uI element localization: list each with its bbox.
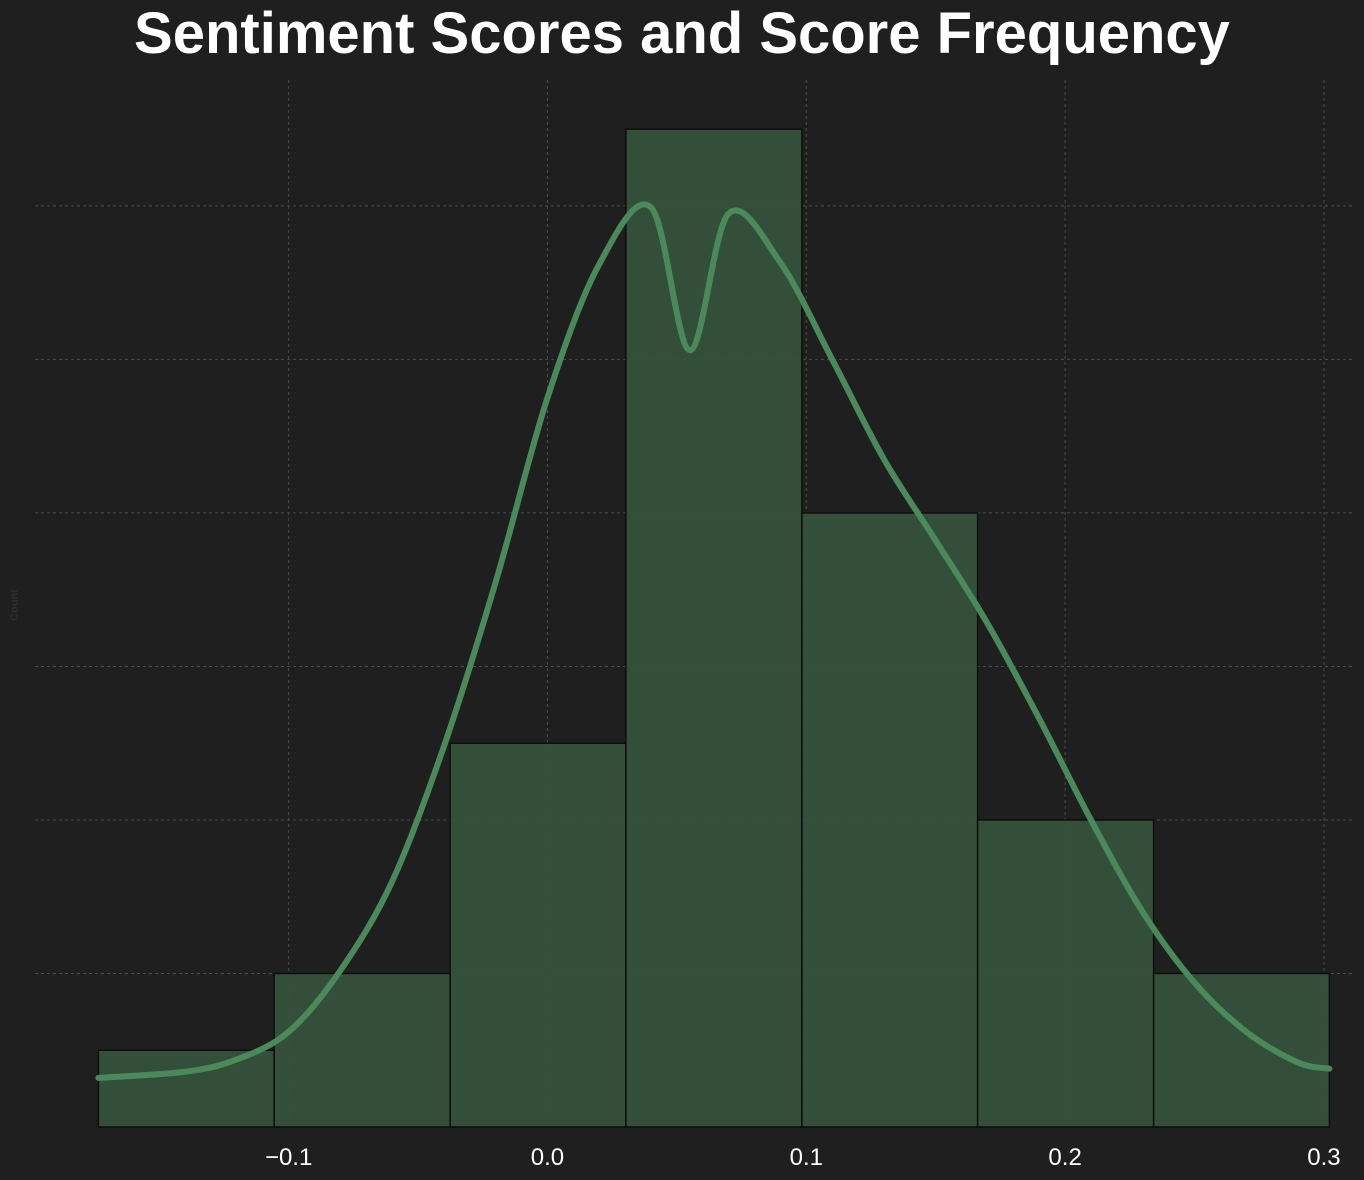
x-axis-ticks: −0.1 0.0 0.1 0.2 0.3 (265, 1144, 1341, 1171)
histogram-bar (273, 972, 451, 1128)
kde-curve (95, 201, 1333, 1081)
bars-layer (97, 128, 1331, 1128)
histogram-bar (976, 819, 1155, 1128)
x-tick-label: −0.1 (265, 1144, 312, 1171)
histogram-bar (449, 742, 627, 1128)
x-tick-label: 0.1 (790, 1144, 823, 1171)
histogram-bar (625, 128, 803, 1128)
x-tick-label: 0.3 (1307, 1144, 1340, 1171)
x-tick-label: 0.2 (1048, 1144, 1081, 1171)
histogram-bar (801, 512, 979, 1128)
histogram-bar (1152, 972, 1331, 1128)
chart-title: Sentiment Scores and Score Frequency (134, 1, 1230, 66)
kde-layer (95, 201, 1333, 1081)
x-tick-label: 0.0 (531, 1144, 564, 1171)
histogram-bar (97, 1049, 275, 1128)
y-axis-label: Count (9, 589, 21, 621)
